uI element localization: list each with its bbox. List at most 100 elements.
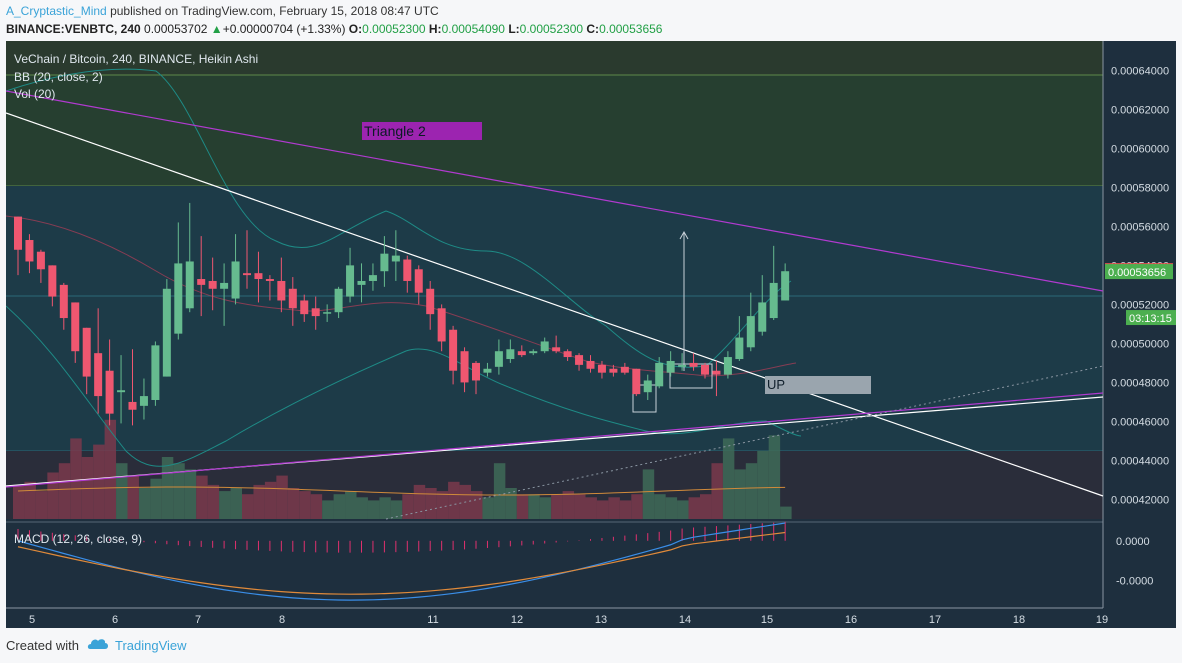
price-tick-label: 0.00064000 — [1111, 65, 1169, 77]
axis-labels: 0.00064000 0.00062000 0.00060000 0.00058000… — [29, 65, 1176, 626]
l-label: L: — [508, 22, 520, 36]
volume-bar — [585, 497, 597, 519]
time-tick-label: 8 — [279, 614, 285, 626]
volume-bar — [539, 497, 552, 519]
candle-body — [781, 271, 790, 301]
price-axis[interactable] — [1103, 41, 1176, 628]
time-tick-label: 12 — [511, 614, 523, 626]
tradingview-cloud-icon[interactable] — [87, 637, 109, 654]
candle-body — [162, 288, 171, 377]
candle-body — [563, 351, 572, 358]
resistance-zone — [6, 75, 1103, 186]
candle-body — [346, 265, 355, 297]
candle-body — [483, 368, 492, 373]
candle-body — [380, 253, 389, 272]
price-tick-label: 0.00050000 — [1111, 338, 1169, 350]
candle-body — [552, 347, 561, 352]
candle-body — [494, 351, 503, 367]
candle-body — [414, 269, 423, 293]
author-link[interactable]: A_Cryptastic_Mind — [6, 4, 107, 18]
up-arrow-icon: ▲ — [210, 22, 223, 36]
volume-bar — [402, 494, 414, 519]
publish-text: published on TradingView.com, February 1… — [110, 4, 439, 18]
candle-body — [746, 316, 755, 348]
bb-indicator-label[interactable]: BB (20, close, 2) — [14, 70, 103, 84]
bb-basis — [5, 215, 797, 377]
candle-body — [701, 364, 709, 375]
candle-body — [231, 261, 240, 299]
tradingview-link[interactable]: TradingView — [114, 638, 187, 653]
volume-bar — [367, 500, 380, 519]
candle-body — [586, 360, 595, 369]
volume-bar — [333, 494, 346, 519]
volume-bar — [711, 463, 723, 519]
volume-bar — [299, 491, 311, 519]
candle-body — [643, 380, 652, 393]
candle-body — [82, 327, 91, 377]
candle-body — [769, 282, 778, 319]
volume-bar — [310, 494, 323, 519]
candle-body — [517, 351, 526, 356]
price-marker-label: 03:13:15 — [1129, 313, 1172, 325]
o-label: O: — [348, 22, 363, 36]
candle-body — [678, 364, 687, 367]
macd-indicator-label[interactable]: MACD (12, 26, close, 9) — [14, 532, 143, 546]
triangle-lower-line — [5, 392, 1104, 488]
price-tick-label: 0.00048000 — [1111, 377, 1169, 389]
candle-body — [25, 240, 34, 262]
top-zone — [6, 41, 1103, 75]
chart-area[interactable]: 0.00064000 0.00062000 0.00060000 0.00058000… — [5, 41, 1176, 628]
l-value: 0.00052300 — [519, 22, 584, 36]
volume-bar — [390, 500, 403, 519]
candle-body — [59, 284, 68, 319]
volume-bar — [219, 491, 231, 519]
volume-bar — [150, 478, 162, 519]
chart-svg[interactable]: 0.00064000 0.00062000 0.00060000 0.00058000… — [5, 41, 1176, 628]
candle-body — [449, 329, 458, 371]
up-label[interactable]: UP — [765, 376, 871, 394]
macd-tick-label: -0.0000 — [1116, 575, 1153, 587]
volume-bar — [493, 463, 506, 519]
volume-bar — [81, 457, 94, 519]
volume-bar — [35, 491, 48, 519]
volume-bar — [242, 494, 254, 519]
time-tick-label: 19 — [1096, 614, 1108, 626]
volume-bar — [768, 435, 781, 519]
macd-series — [17, 521, 786, 601]
price-tick-label: 0.00056000 — [1111, 221, 1169, 233]
candle-body — [36, 251, 45, 270]
volume-bar — [448, 481, 460, 519]
volume-bar — [574, 494, 586, 519]
volume-bar — [93, 444, 105, 519]
volume-bar — [505, 488, 517, 519]
price-tick-label: 0.00044000 — [1111, 455, 1169, 467]
volume-bar — [562, 491, 575, 519]
volume-bar — [700, 494, 712, 519]
candle-body — [220, 282, 229, 289]
candle-body — [357, 280, 366, 285]
candle-body — [391, 255, 400, 262]
volume-bar — [436, 491, 449, 519]
macd-tick-label: 0.0000 — [1116, 536, 1150, 548]
time-tick-label: 13 — [595, 614, 607, 626]
vol-indicator-label[interactable]: Vol (20) — [14, 87, 56, 101]
volume-bar — [516, 494, 529, 519]
volume-bar — [47, 472, 59, 519]
volume-bar — [13, 484, 25, 519]
volume-bar — [471, 491, 483, 519]
macd-signal-line — [17, 531, 786, 595]
candle-body — [712, 370, 721, 375]
price-marker-label: 0.00053656 — [1108, 267, 1166, 279]
time-tick-label: 17 — [929, 614, 941, 626]
time-tick-label: 16 — [845, 614, 857, 626]
volume-bar — [24, 481, 36, 519]
candle-body — [117, 390, 126, 393]
triangle-label[interactable]: Triangle 2 — [362, 122, 482, 140]
candle-body — [609, 368, 618, 373]
candle-body — [334, 288, 343, 313]
volume-bar — [413, 484, 426, 519]
volume-bar — [379, 497, 391, 519]
time-tick-label: 7 — [195, 614, 201, 626]
volume-bar — [207, 484, 220, 519]
volume-bar — [425, 488, 437, 519]
